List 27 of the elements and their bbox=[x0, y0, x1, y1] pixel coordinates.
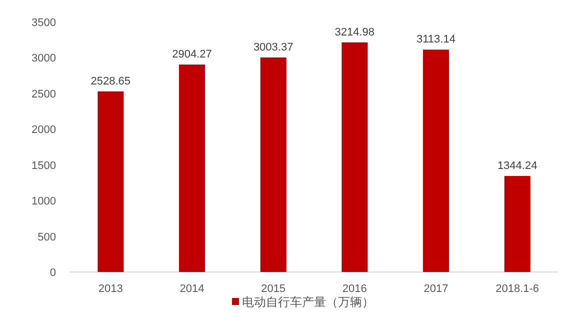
bar bbox=[423, 50, 449, 272]
data-label: 3113.14 bbox=[416, 34, 456, 46]
data-label: 1344.24 bbox=[497, 160, 538, 172]
data-label: 3003.37 bbox=[253, 41, 294, 54]
y-tick-label: 1500 bbox=[32, 160, 56, 172]
y-tick-label: 1000 bbox=[32, 196, 56, 208]
y-tick-label: 0 bbox=[50, 267, 56, 279]
x-tick-label: 2013 bbox=[98, 283, 123, 295]
y-tick-label: 3000 bbox=[32, 52, 56, 65]
bar bbox=[98, 91, 124, 272]
y-tick-label: 500 bbox=[38, 231, 56, 244]
y-tick-label: 3500 bbox=[32, 17, 56, 29]
bar bbox=[260, 57, 286, 272]
data-label: 2904.27 bbox=[172, 48, 212, 61]
y-tick-label: 2000 bbox=[32, 124, 56, 136]
x-tick-label: 2015 bbox=[261, 283, 286, 295]
data-label: 3214.98 bbox=[334, 26, 375, 38]
bar bbox=[179, 64, 205, 272]
legend-label: 电动自行车产量（万辆） bbox=[242, 295, 374, 309]
data-label: 2528.65 bbox=[90, 75, 131, 88]
bar bbox=[504, 176, 530, 272]
x-tick-label: 2016 bbox=[342, 283, 367, 295]
x-tick-label: 2014 bbox=[180, 283, 204, 295]
x-tick-label: 2017 bbox=[424, 283, 448, 295]
y-tick-label: 2500 bbox=[32, 88, 56, 100]
x-tick-label: 2018.1-6 bbox=[496, 283, 540, 295]
bar bbox=[342, 42, 368, 272]
